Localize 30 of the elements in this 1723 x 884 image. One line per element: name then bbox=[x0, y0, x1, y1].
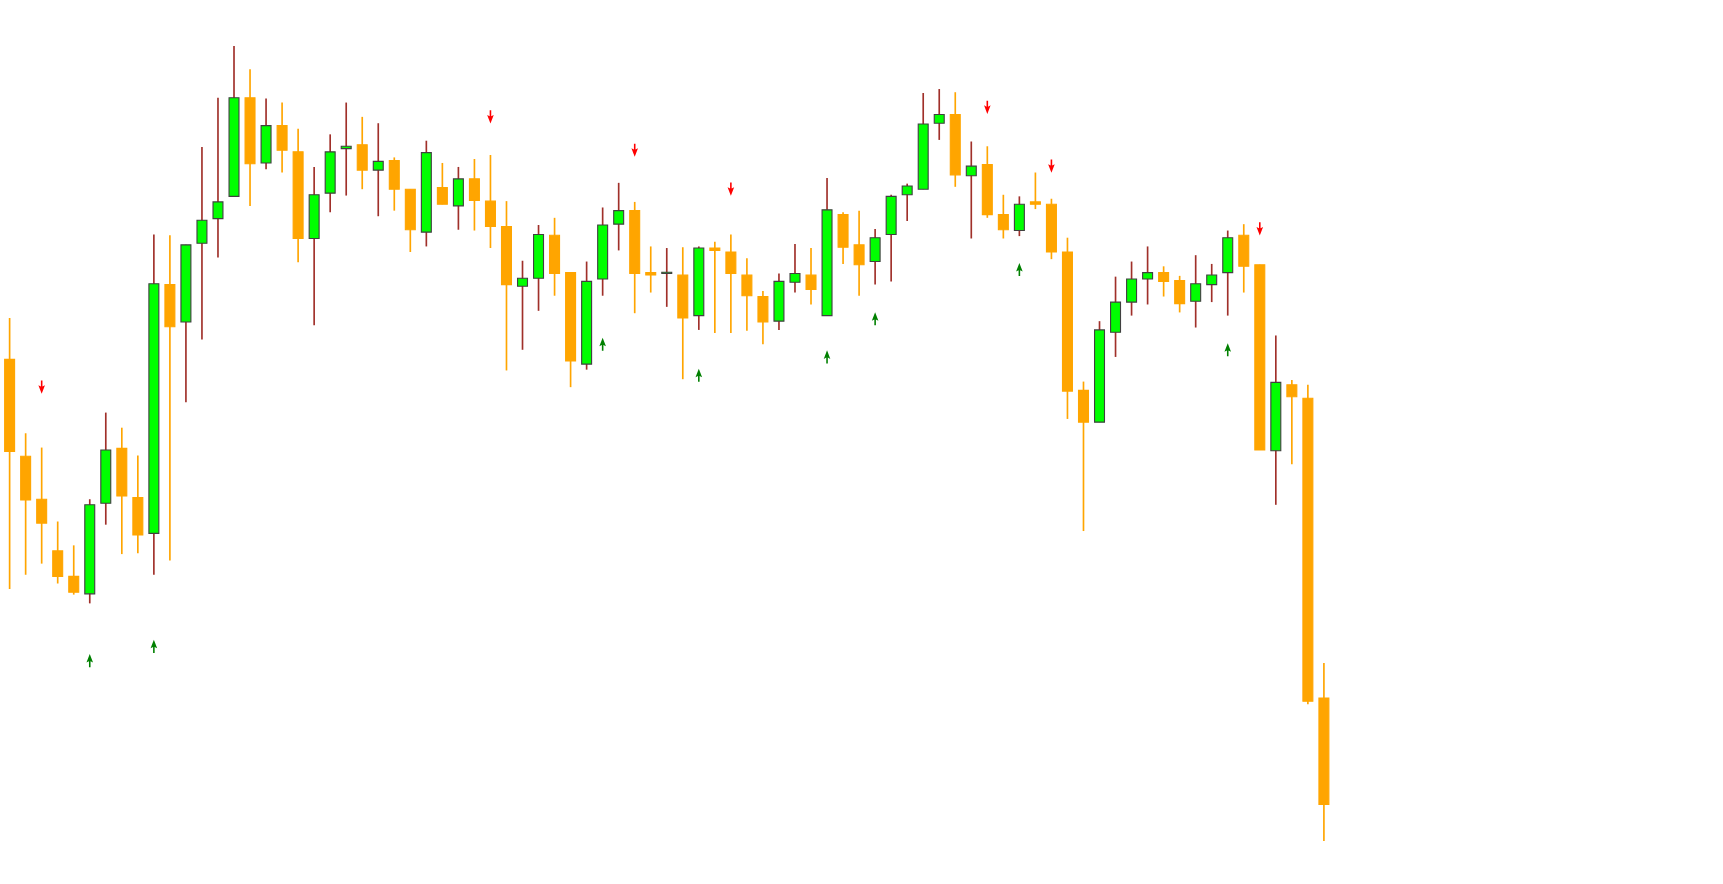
candlestick bbox=[1206, 263, 1218, 303]
candlestick bbox=[933, 88, 945, 141]
candlestick bbox=[1158, 265, 1170, 298]
candlestick bbox=[709, 240, 721, 334]
candlestick bbox=[1174, 275, 1186, 314]
candlestick bbox=[645, 245, 657, 294]
candlestick bbox=[436, 162, 448, 206]
candlestick bbox=[789, 243, 801, 294]
candlestick bbox=[36, 446, 48, 565]
candlestick bbox=[1286, 379, 1298, 466]
candlestick bbox=[853, 209, 865, 297]
candlestick bbox=[372, 122, 384, 218]
candlestick bbox=[741, 257, 753, 332]
candlestick bbox=[613, 182, 625, 252]
candlestick bbox=[68, 544, 80, 596]
candlestick bbox=[1142, 245, 1154, 306]
candlestick bbox=[805, 247, 817, 306]
candlestick bbox=[468, 158, 480, 232]
candlestick bbox=[997, 193, 1009, 240]
candlestick bbox=[516, 259, 529, 351]
candlestick bbox=[661, 247, 673, 308]
candlestick bbox=[725, 233, 737, 334]
candlestick bbox=[869, 228, 881, 286]
candlestick bbox=[1190, 254, 1202, 329]
candlestick bbox=[212, 96, 224, 259]
candlestick bbox=[1126, 260, 1138, 317]
candlestick bbox=[965, 140, 977, 240]
candlestick bbox=[196, 146, 208, 341]
candlestick bbox=[901, 182, 913, 222]
candlestick bbox=[1029, 171, 1041, 210]
